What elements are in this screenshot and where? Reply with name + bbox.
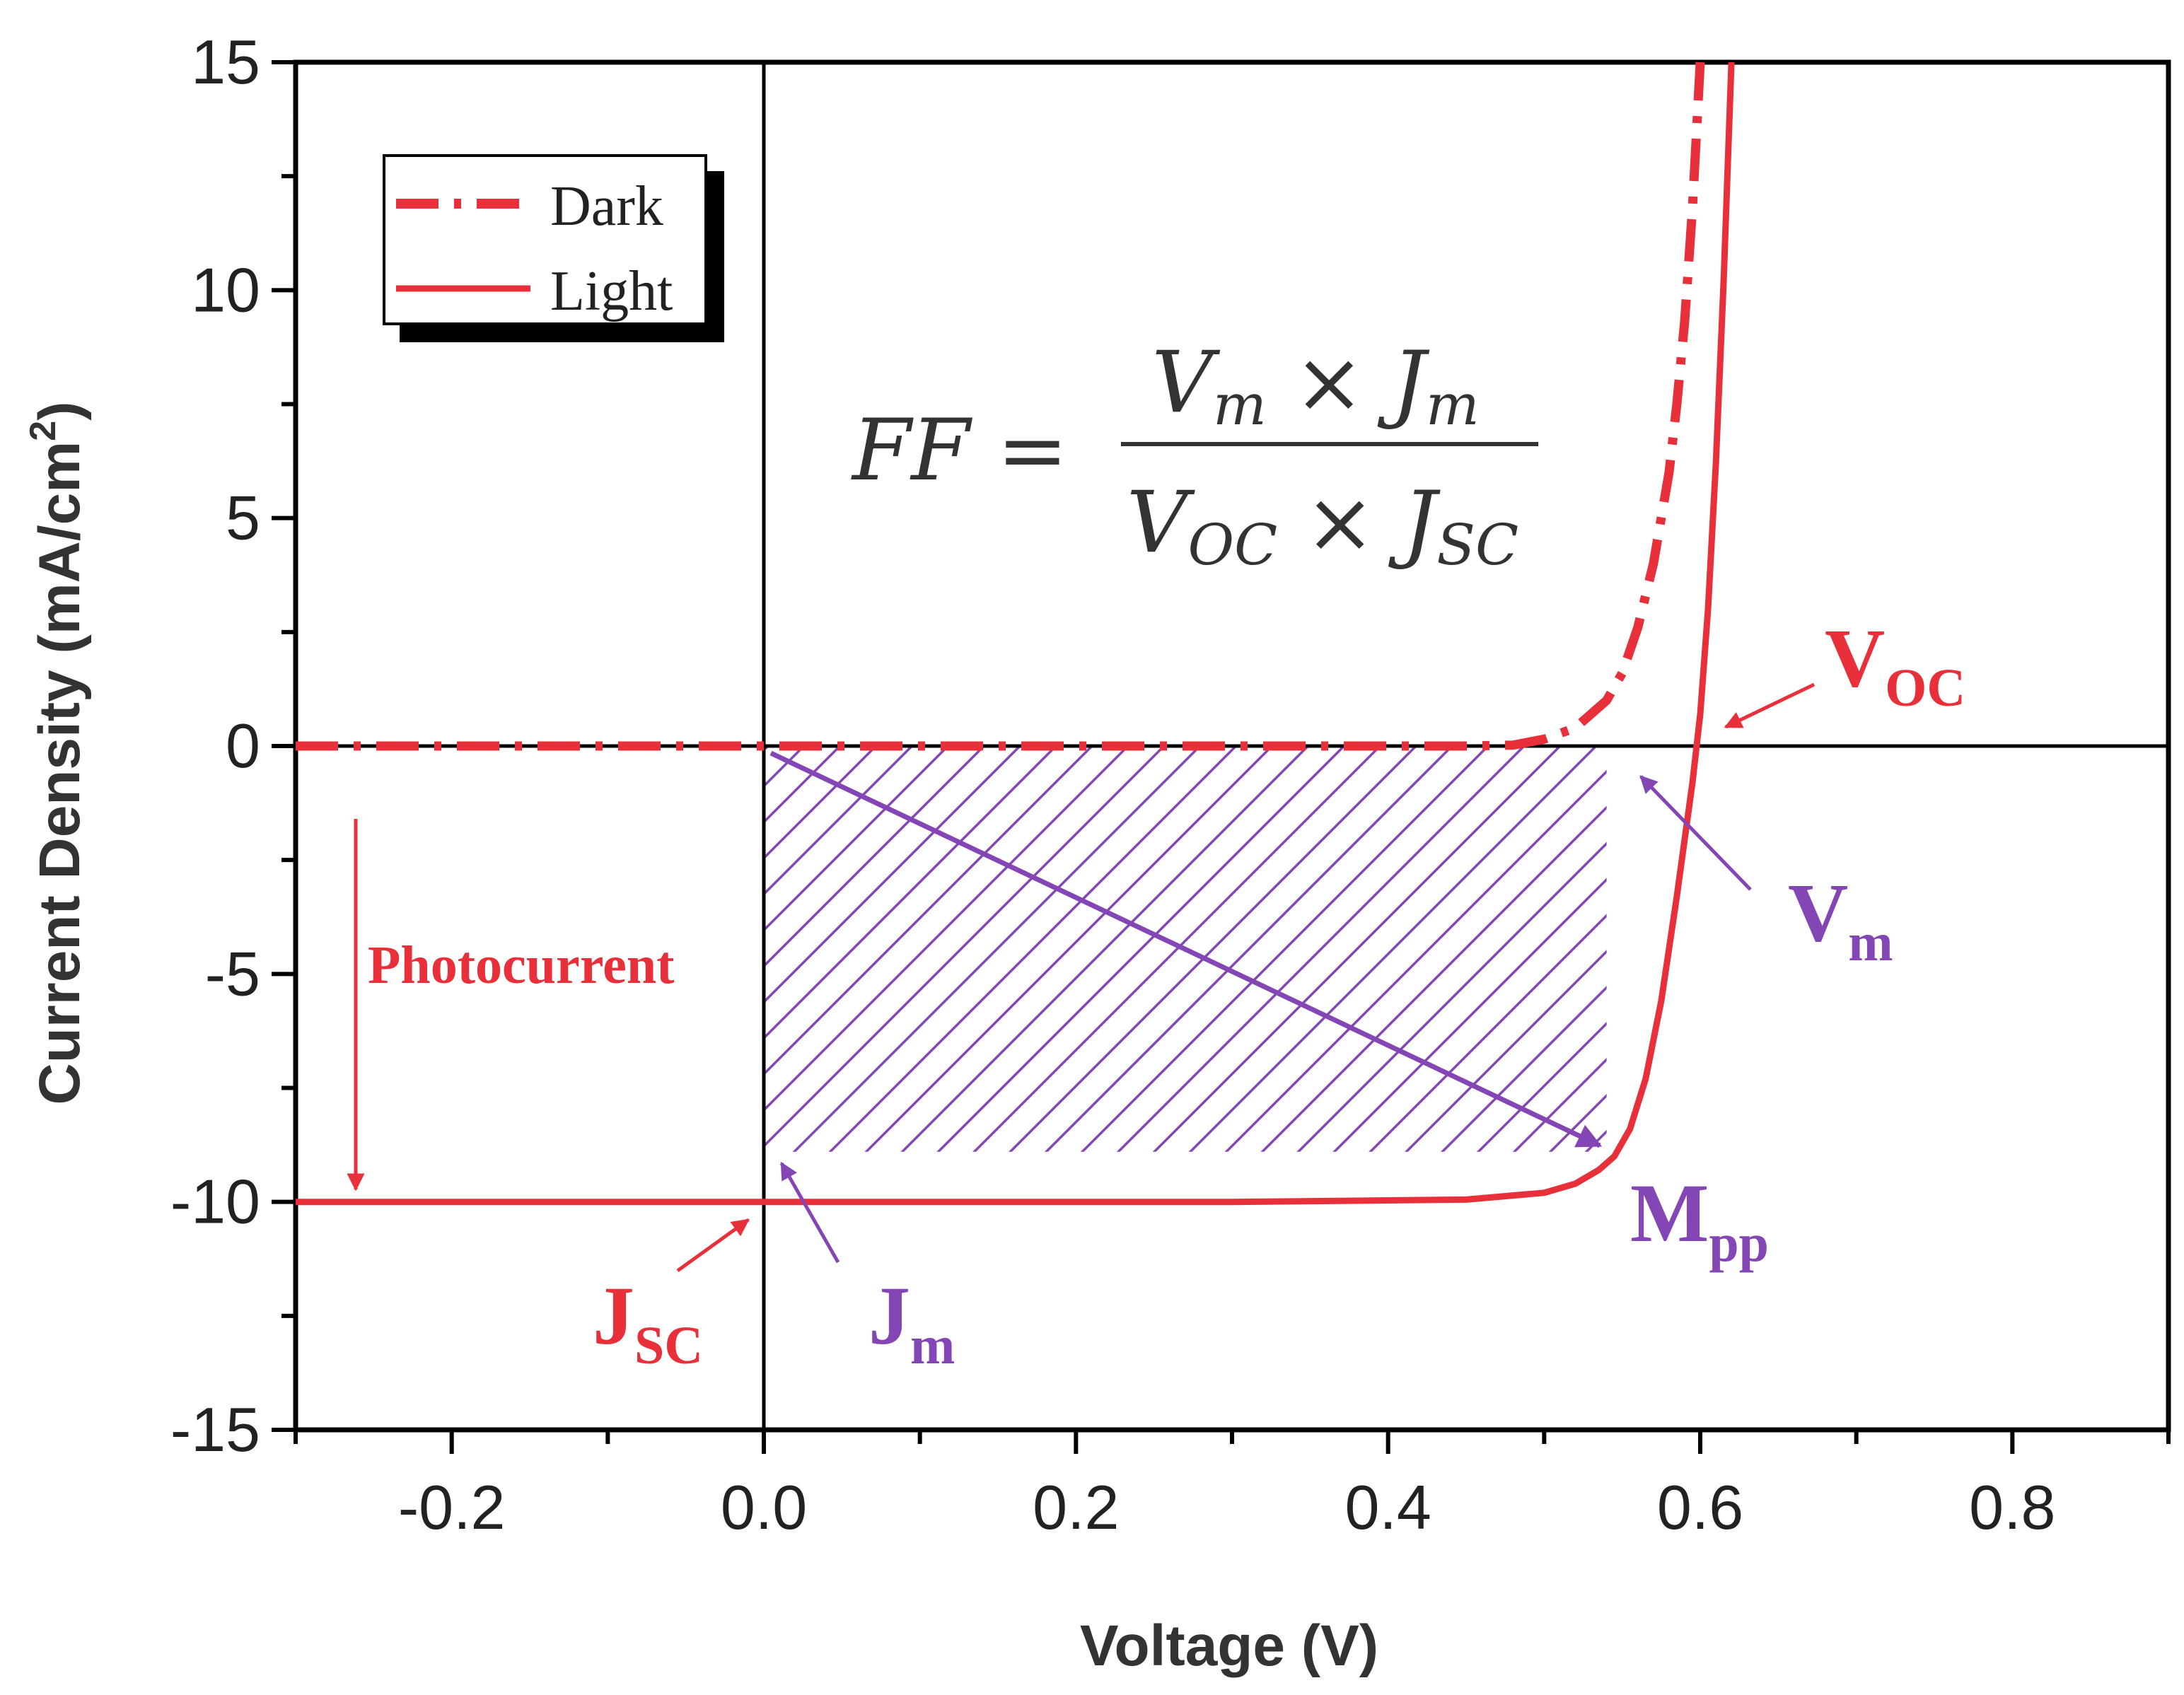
jsc-label: JSC [593, 1269, 703, 1375]
y-tick-label: -10 [170, 1167, 260, 1237]
y-axis-title: Current Density (mA/cm2) [23, 402, 92, 1105]
formula-numerator: Vm × Jm [1151, 334, 1479, 438]
x-tick-label: 0.2 [1033, 1472, 1119, 1542]
jm-label: Jm [869, 1269, 955, 1375]
jm-arrow [779, 1161, 840, 1264]
legend-box [383, 154, 707, 325]
x-tick-label: 0.6 [1657, 1472, 1743, 1542]
fill-factor-formula: FF = Vm × Jm VOC × JSC [851, 334, 1538, 578]
formula-denominator: VOC × JSC [1127, 474, 1518, 578]
y-tick-label: 10 [191, 255, 260, 325]
legend: Dark Light [383, 154, 707, 325]
legend-dark-label: Dark [550, 175, 663, 238]
light-curve [296, 62, 1735, 1206]
y-tick-label: -15 [170, 1394, 260, 1464]
mpp-label: Mpp [1630, 1167, 1769, 1273]
voc-arrow [1724, 682, 1816, 729]
x-tick-label: -0.2 [398, 1472, 506, 1542]
y-axis-ticks: -15 -10 -5 0 5 10 15 [170, 27, 296, 1464]
y-tick-label: 15 [191, 27, 260, 97]
x-axis-ticks: -0.2 0.0 0.2 0.4 0.6 0.8 [294, 1430, 2171, 1542]
y-tick-label: 5 [226, 483, 260, 553]
y-tick-label: 0 [226, 711, 260, 781]
x-tick-label: 0.0 [721, 1472, 807, 1542]
legend-light-label: Light [550, 260, 673, 322]
vm-label: Vm [1788, 866, 1893, 972]
formula-lhs: FF = [851, 402, 1068, 500]
vm-arrow [1639, 775, 1752, 891]
photocurrent-label: Photocurrent [368, 936, 674, 995]
x-tick-label: 0.4 [1344, 1472, 1431, 1542]
x-tick-label: 0.8 [1969, 1472, 2055, 1542]
jsc-arrow [676, 1218, 750, 1273]
mpp-diagonal-arrow [769, 750, 1603, 1148]
y-tick-label: -5 [205, 938, 260, 1008]
dark-curve [296, 62, 1705, 751]
x-axis-title: Voltage (V) [1080, 1614, 1378, 1678]
voc-label: VOC [1825, 612, 1965, 718]
